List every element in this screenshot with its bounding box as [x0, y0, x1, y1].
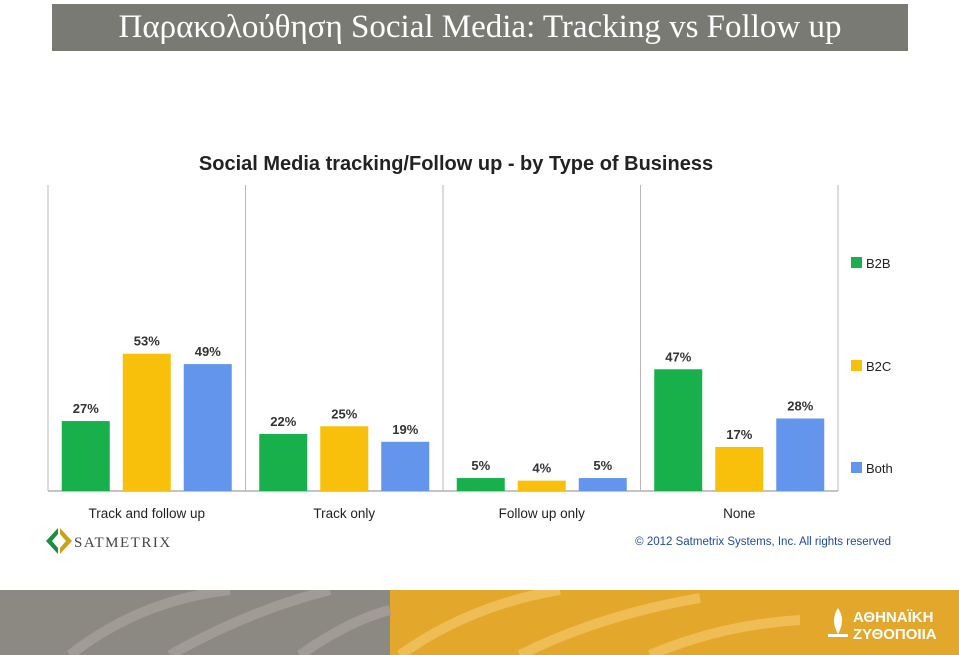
- data-label: 47%: [665, 349, 691, 364]
- bar-both-1: [183, 364, 232, 491]
- legend: B2B B2C Both: [851, 256, 893, 476]
- bar-both-2: [381, 441, 430, 491]
- legend-label-b2c: B2C: [866, 359, 891, 374]
- bar-b2b-1: [61, 421, 110, 491]
- footer-band: ΑΘΗΝΑΪΚΗ ΖΥΘΟΠΟΙΙΑ: [0, 590, 959, 655]
- data-label: 25%: [331, 406, 357, 421]
- satmetrix-wordmark: SATMETRIX: [74, 535, 172, 551]
- bar-b2b-3: [456, 478, 505, 491]
- bar-b2c-2: [320, 426, 369, 491]
- chart-title: Social Media tracking/Follow up - by Typ…: [199, 153, 713, 175]
- legend-label-both: Both: [866, 461, 893, 476]
- bar-both-3: [578, 478, 627, 491]
- data-label: 28%: [787, 398, 813, 413]
- footer-logo-line2: ΖΥΘΟΠΟΙΙΑ: [853, 626, 937, 643]
- footer-swirl-decoration: [66, 590, 801, 655]
- category-label: Track only: [313, 506, 375, 521]
- bar-both-4: [776, 418, 825, 491]
- chart: Social Media tracking/Follow up - by Typ…: [46, 153, 893, 554]
- data-label: 27%: [73, 401, 99, 416]
- data-label: 17%: [726, 427, 752, 442]
- bar-b2c-1: [122, 353, 171, 491]
- satmetrix-logo: SATMETRIX: [46, 528, 172, 554]
- data-label: 53%: [134, 334, 160, 349]
- copyright-text: © 2012 Satmetrix Systems, Inc. All right…: [635, 536, 891, 548]
- legend-label-b2b: B2B: [866, 256, 891, 271]
- legend-swatch-both: [851, 462, 862, 473]
- logo-arrow-left-icon: [46, 528, 58, 554]
- legend-swatch-b2c: [851, 360, 862, 371]
- data-label: 49%: [195, 344, 221, 359]
- category-label: None: [723, 506, 755, 521]
- athenian-brewery-logo: ΑΘΗΝΑΪΚΗ ΖΥΘΟΠΟΙΙΑ: [828, 608, 937, 643]
- category-label: Track and follow up: [88, 506, 205, 521]
- category-label: Follow up only: [499, 506, 586, 521]
- data-label: 4%: [532, 461, 551, 476]
- bar-b2b-2: [259, 434, 308, 491]
- bar-b2b-4: [654, 369, 703, 491]
- logo-arrow-right-icon: [60, 528, 72, 554]
- barley-icon: [834, 608, 842, 634]
- footer-logo-line1: ΑΘΗΝΑΪΚΗ: [853, 609, 933, 626]
- data-label: 22%: [270, 414, 296, 429]
- legend-swatch-b2b: [851, 257, 862, 268]
- plot-area: 27% 53% 49% Track and follow up 22% 25% 19% Tra…: [47, 185, 839, 521]
- data-label: 19%: [392, 422, 418, 437]
- data-label: 5%: [593, 458, 612, 473]
- slide-title: Παρακολούθηση Social Media: Tracking vs …: [52, 4, 908, 51]
- bar-b2c-4: [715, 446, 764, 491]
- bar-b2c-3: [517, 480, 566, 491]
- data-label: 5%: [471, 458, 490, 473]
